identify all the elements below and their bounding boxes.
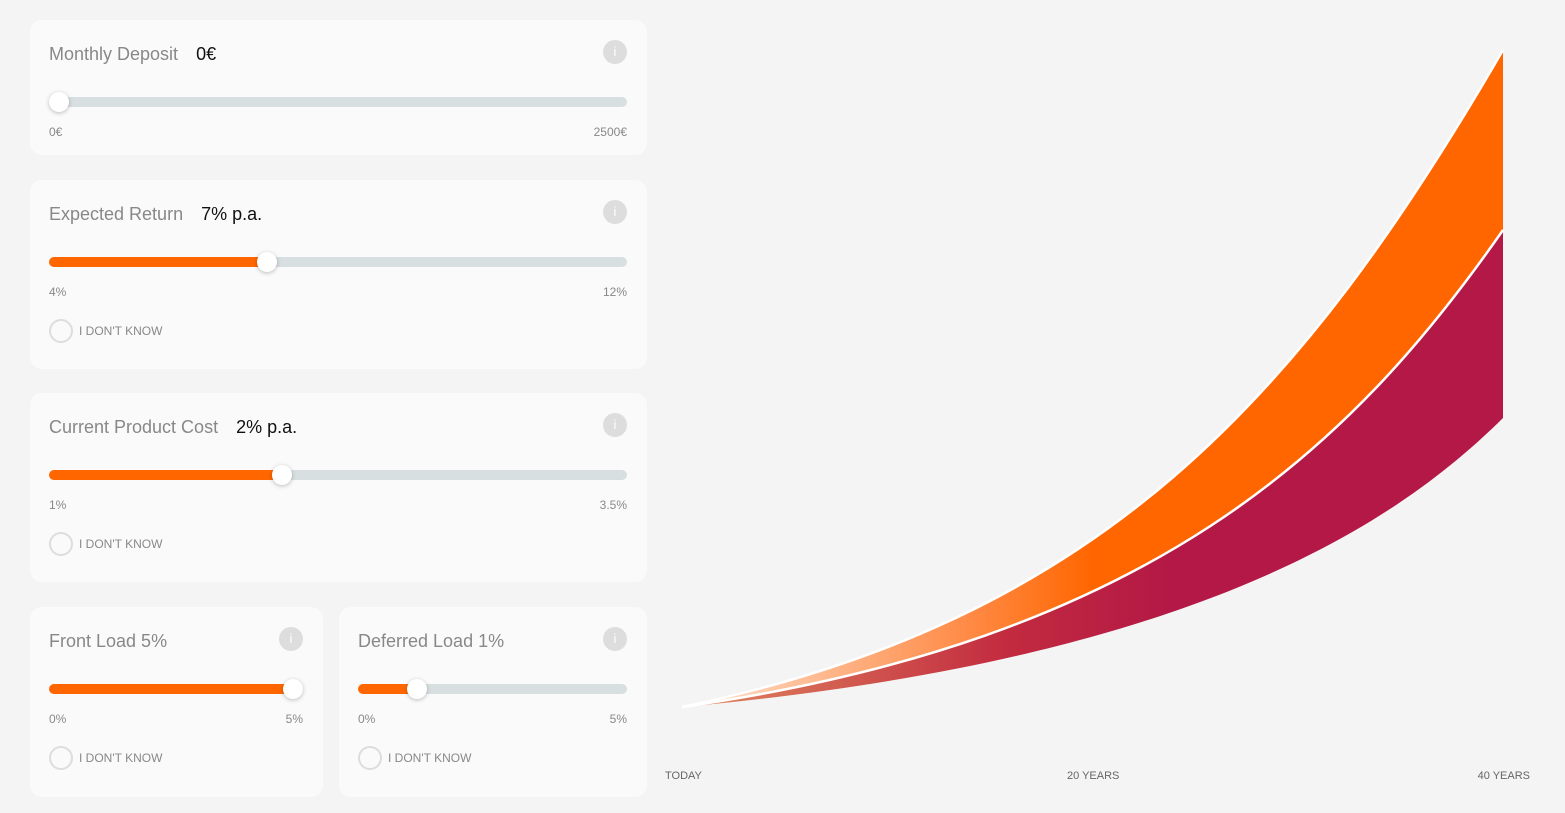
info-icon[interactable]: i — [603, 40, 627, 64]
slider-min: 0€ — [49, 125, 63, 139]
return-panel: Expected Return 7% p.a. i 4% 12% I DON'T … — [30, 180, 647, 369]
slider-thumb[interactable] — [271, 465, 292, 485]
x-label: TODAY — [665, 770, 702, 782]
slider-max: 5% — [285, 712, 303, 726]
slider-thumb[interactable] — [256, 252, 277, 272]
x-label: 20 YEARS — [1067, 770, 1120, 782]
slider-min: 0% — [49, 712, 67, 726]
slider-min: 4% — [49, 285, 67, 299]
title-text: Current Product Cost — [49, 417, 219, 437]
deferred-load-panel: Deferred Load 1% i 0% 5% I DON'T KNOW — [339, 607, 647, 797]
slider[interactable] — [358, 679, 627, 699]
x-label: 40 YEARS — [1477, 770, 1530, 782]
slider-thumb[interactable] — [282, 679, 303, 699]
checkbox[interactable] — [358, 746, 382, 770]
checkbox[interactable] — [49, 319, 73, 343]
checkbox-label[interactable]: I DON'T KNOW — [79, 537, 163, 551]
slider-fill — [358, 684, 418, 694]
slider-fill — [49, 257, 267, 267]
slider[interactable] — [49, 252, 627, 272]
title-text: Expected Return — [49, 204, 184, 224]
checkbox-label[interactable]: I DON'T KNOW — [388, 751, 472, 765]
mid-line — [681, 229, 1505, 709]
checkbox-label[interactable]: I DON'T KNOW — [79, 751, 163, 765]
slider[interactable] — [48, 92, 627, 112]
slider-max: 5% — [609, 712, 627, 726]
slider-max: 12% — [602, 285, 627, 299]
slider-thumb[interactable] — [48, 92, 69, 112]
slider-max: 3.5% — [599, 498, 627, 512]
title-text: Monthly Deposit — [49, 44, 179, 64]
checkbox[interactable] — [49, 746, 73, 770]
slider-thumb[interactable] — [407, 679, 428, 699]
panel-title: Front Load 5% — [49, 631, 168, 651]
panel-title: Current Product Cost 2% p.a. — [49, 417, 297, 438]
slider-fill — [49, 470, 282, 480]
slider[interactable] — [49, 465, 627, 485]
info-icon[interactable]: i — [603, 200, 627, 224]
panel-title: Monthly Deposit 0€ — [49, 44, 216, 65]
cost-panel: Current Product Cost 2% p.a. i 1% 3.5% I … — [30, 393, 647, 582]
slider[interactable] — [49, 679, 303, 699]
slider-min: 0% — [358, 712, 376, 726]
panel-value: 7% p.a. — [201, 204, 263, 224]
gross-area — [682, 50, 1503, 707]
info-icon[interactable]: i — [279, 627, 303, 651]
slider-max: 2500€ — [593, 125, 627, 139]
checkbox-label[interactable]: I DON'T KNOW — [79, 324, 163, 338]
cost-area — [682, 230, 1503, 707]
panel-title: Expected Return 7% p.a. — [49, 204, 262, 225]
slider-fill — [49, 684, 303, 694]
panel-value: 2% p.a. — [236, 417, 298, 437]
info-icon[interactable]: i — [603, 627, 627, 651]
top-line — [681, 49, 1505, 709]
deposit-panel: Monthly Deposit 0€ i 0€ 2500€ — [30, 20, 647, 155]
info-icon[interactable]: i — [603, 413, 627, 437]
panel-title: Deferred Load 1% — [358, 631, 505, 651]
panel-value: 0€ — [196, 44, 217, 64]
slider-min: 1% — [49, 498, 67, 512]
front-load-panel: Front Load 5% i 0% 5% I DON'T KNOW — [30, 607, 323, 797]
checkbox[interactable] — [49, 532, 73, 556]
